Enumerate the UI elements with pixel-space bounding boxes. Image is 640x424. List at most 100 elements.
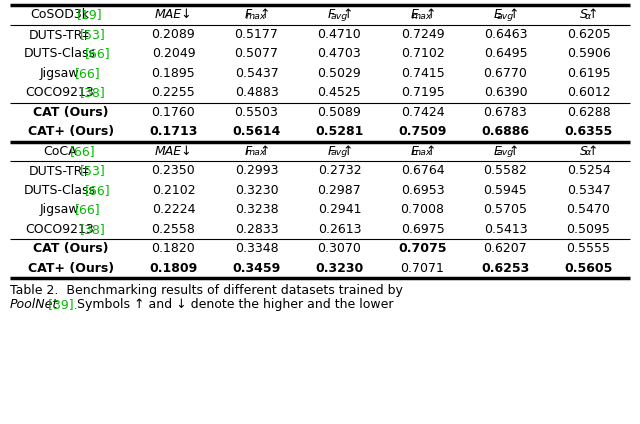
Text: 0.2941: 0.2941 [317,203,361,216]
Text: 0.2987: 0.2987 [317,184,362,197]
Text: F: F [328,8,335,21]
Text: 0.7424: 0.7424 [401,106,444,119]
Text: 0.4703: 0.4703 [317,47,362,60]
Text: Table 2.  Benchmarking results of different datasets trained by: Table 2. Benchmarking results of differe… [10,284,403,297]
Text: PoolNet: PoolNet [10,298,58,311]
Text: ↑: ↑ [259,145,269,158]
Text: 0.3230: 0.3230 [235,184,278,197]
Text: Jigsaw: Jigsaw [40,203,79,216]
Text: 0.6783: 0.6783 [484,106,527,119]
Text: 0.7071: 0.7071 [401,262,444,275]
Text: 0.3238: 0.3238 [235,203,278,216]
Text: 0.5906: 0.5906 [566,47,611,60]
Text: DUTS-Class: DUTS-Class [24,184,95,197]
Text: 0.7195: 0.7195 [401,86,444,99]
Text: 0.5281: 0.5281 [316,125,364,138]
Text: S: S [580,145,588,158]
Text: 0.1820: 0.1820 [152,242,195,255]
Text: 0.3459: 0.3459 [232,262,280,275]
Text: [66]: [66] [84,184,110,197]
Text: F: F [328,145,335,158]
Text: DUTS-Class: DUTS-Class [24,47,95,60]
Text: CAT (Ours): CAT (Ours) [33,106,109,119]
Text: [38]: [38] [79,223,106,236]
Text: 0.2350: 0.2350 [152,164,195,177]
Text: E: E [410,145,419,158]
Text: ↑: ↑ [588,8,598,21]
Text: ↑: ↑ [425,145,435,158]
Text: F: F [244,145,252,158]
Text: E: E [493,145,501,158]
Text: 0.5177: 0.5177 [235,28,278,41]
Text: [53]: [53] [79,28,106,41]
Text: Jigsaw: Jigsaw [40,67,79,80]
Text: max: max [246,12,266,21]
Text: 0.6463: 0.6463 [484,28,527,41]
Text: 0.6288: 0.6288 [566,106,611,119]
Text: 0.7008: 0.7008 [401,203,445,216]
Text: COCO9213: COCO9213 [25,223,94,236]
Text: ↑: ↑ [508,8,518,21]
Text: CoCA: CoCA [43,145,76,158]
Text: F: F [244,8,252,21]
Text: 0.5413: 0.5413 [484,223,527,236]
Text: avg: avg [330,12,348,21]
Text: [53]: [53] [79,164,106,177]
Text: max: max [246,148,266,157]
Text: 0.5437: 0.5437 [235,67,278,80]
Text: 0.7249: 0.7249 [401,28,444,41]
Text: DUTS-TR‡: DUTS-TR‡ [29,28,90,41]
Text: Symbols ↑ and ↓ denote the higher and the lower: Symbols ↑ and ↓ denote the higher and th… [69,298,394,311]
Text: ↑: ↑ [259,8,269,21]
Text: S: S [580,8,588,21]
Text: 0.2558: 0.2558 [152,223,195,236]
Text: 0.6770: 0.6770 [484,67,527,80]
Text: 0.5605: 0.5605 [564,262,612,275]
Text: [38]: [38] [79,86,106,99]
Text: ↑: ↑ [342,145,353,158]
Text: 0.5503: 0.5503 [235,106,278,119]
Text: 0.5347: 0.5347 [566,184,611,197]
Text: 0.3348: 0.3348 [235,242,278,255]
Text: 0.6975: 0.6975 [401,223,444,236]
Text: 0.5077: 0.5077 [234,47,278,60]
Text: [66]: [66] [75,67,100,80]
Text: 0.7415: 0.7415 [401,67,444,80]
Text: 0.5089: 0.5089 [317,106,362,119]
Text: 0.6253: 0.6253 [481,262,530,275]
Text: 0.5555: 0.5555 [566,242,611,255]
Text: 0.6495: 0.6495 [484,47,527,60]
Text: max: max [412,12,432,21]
Text: 0.6764: 0.6764 [401,164,444,177]
Text: 0.6953: 0.6953 [401,184,444,197]
Text: ↑: ↑ [508,145,518,158]
Text: 0.5582: 0.5582 [484,164,527,177]
Text: 0.6012: 0.6012 [566,86,611,99]
Text: 0.6390: 0.6390 [484,86,527,99]
Text: avg: avg [497,12,514,21]
Text: 0.2224: 0.2224 [152,203,195,216]
Text: 0.4710: 0.4710 [317,28,362,41]
Text: avg: avg [497,148,514,157]
Text: 0.3070: 0.3070 [317,242,362,255]
Text: E: E [493,8,501,21]
Text: 0.1809: 0.1809 [149,262,198,275]
Text: 0.2613: 0.2613 [317,223,361,236]
Text: [66]: [66] [75,203,100,216]
Text: 0.7075: 0.7075 [398,242,447,255]
Text: ↑: ↑ [425,8,435,21]
Text: 0.4525: 0.4525 [317,86,362,99]
Text: CoSOD3k: CoSOD3k [30,8,89,21]
Text: 0.7102: 0.7102 [401,47,444,60]
Text: CAT+ (Ours): CAT+ (Ours) [28,125,114,138]
Text: 0.1713: 0.1713 [149,125,198,138]
Text: DUTS-TR‡: DUTS-TR‡ [29,164,90,177]
Text: [19]: [19] [77,8,103,21]
Text: 0.2833: 0.2833 [235,223,278,236]
Text: [39].: [39]. [44,298,77,311]
Text: α: α [585,148,591,157]
Text: [66]: [66] [84,47,110,60]
Text: 0.6886: 0.6886 [481,125,529,138]
Text: 0.2255: 0.2255 [152,86,195,99]
Text: COCO9213: COCO9213 [25,86,94,99]
